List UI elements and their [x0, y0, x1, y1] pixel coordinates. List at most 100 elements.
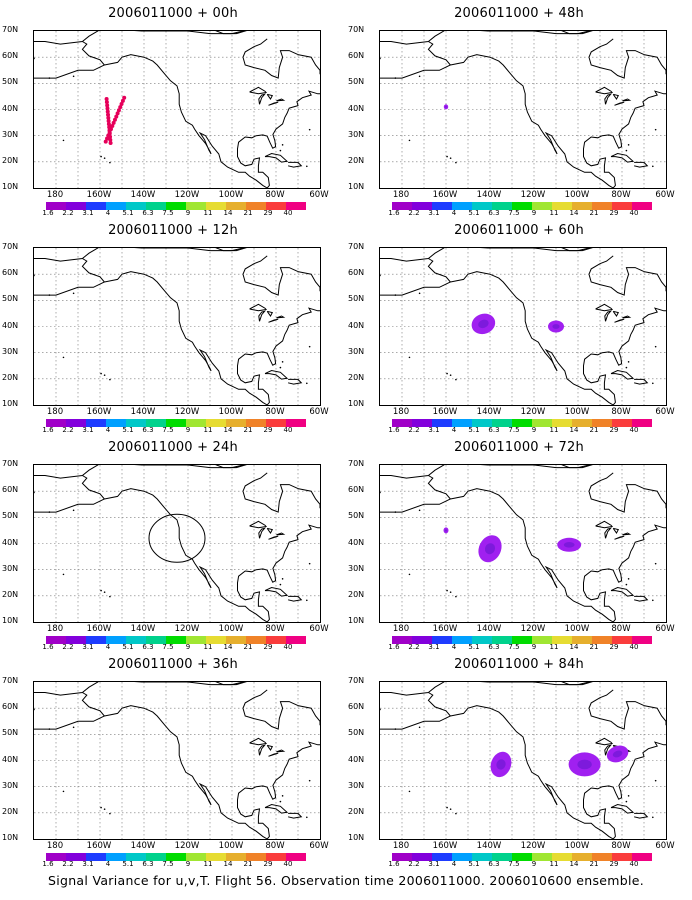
colorbar-swatch: [86, 853, 106, 861]
latitude-label: 60N: [2, 485, 19, 495]
panel-title: 2006011000 + 00h: [108, 6, 238, 21]
colorbar-swatch: [46, 419, 66, 427]
longitude-label: 120W: [520, 190, 546, 200]
latitude-label: 50N: [348, 294, 365, 304]
colorbar-label: 11: [549, 426, 559, 434]
colorbar-label: 9: [531, 643, 537, 651]
colorbar-swatch: [226, 419, 246, 427]
latitude-label: 20N: [348, 589, 365, 599]
colorbar-label: 1.6: [42, 860, 54, 868]
latitude-label: 70N: [348, 242, 365, 251]
coastlines: [34, 465, 320, 622]
colorbar-swatch: [186, 202, 206, 210]
colorbar-label: 5.1: [468, 209, 480, 217]
colorbar-swatch: [412, 636, 432, 644]
longitude-label: 100W: [218, 407, 244, 417]
longitude-label: 180: [46, 624, 64, 634]
latitude-label: 70N: [2, 676, 19, 685]
colorbar-label: 29: [609, 643, 619, 651]
longitude-label: 60W: [309, 624, 329, 634]
colorbar: [46, 636, 306, 644]
observation-point: [105, 106, 110, 111]
colorbar-swatch: [146, 853, 166, 861]
latitude-label: 70N: [2, 459, 19, 468]
colorbar-label: 3.1: [82, 860, 94, 868]
colorbar-swatch: [186, 419, 206, 427]
colorbar-swatch: [46, 202, 66, 210]
colorbar-swatch: [226, 853, 246, 861]
colorbar-swatch: [572, 202, 592, 210]
colorbar-swatch: [286, 853, 306, 861]
longitude-label: 80W: [265, 624, 285, 634]
colorbar-label: 1.6: [388, 209, 400, 217]
colorbar-swatch: [126, 419, 146, 427]
latitude-label: 60N: [2, 268, 19, 278]
colorbar-label: 4: [105, 209, 111, 217]
colorbar-swatch: [632, 202, 652, 210]
observation-point: [111, 120, 116, 125]
coastlines: [380, 682, 666, 839]
longitude-label: 100W: [564, 841, 590, 851]
colorbar-swatch: [126, 853, 146, 861]
colorbar-label: 40: [629, 860, 639, 868]
longitude-label: 80W: [265, 841, 285, 851]
panel-title: 2006011000 + 12h: [108, 223, 238, 238]
colorbar-swatch: [66, 636, 86, 644]
gridlines: [380, 465, 666, 622]
longitude-label: 100W: [564, 190, 590, 200]
map-svg: [34, 682, 320, 839]
map-area: [33, 464, 321, 623]
colorbar: [392, 419, 652, 427]
colorbar-label: 2.2: [408, 643, 420, 651]
longitude-label: 120W: [174, 841, 200, 851]
latitude-label: 30N: [348, 346, 365, 356]
colorbar-swatch: [66, 202, 86, 210]
colorbar-label: 40: [283, 860, 293, 868]
colorbar-label: 6.3: [488, 209, 500, 217]
colorbar-swatch: [492, 419, 512, 427]
colorbar-swatch: [432, 202, 452, 210]
longitude-label: 100W: [564, 407, 590, 417]
colorbar-label: 1.6: [42, 426, 54, 434]
longitude-label: 140W: [130, 190, 156, 200]
variance-blob-core: [478, 319, 489, 329]
latitude-label: 20N: [2, 806, 19, 816]
longitude-label: 140W: [476, 624, 502, 634]
colorbar-swatch: [472, 419, 492, 427]
latitude-label: 20N: [348, 155, 365, 165]
colorbar-swatch: [452, 419, 472, 427]
colorbar-swatch: [266, 853, 286, 861]
latitude-label: 50N: [2, 728, 19, 738]
colorbar-label: 4: [451, 860, 457, 868]
longitude-label: 160W: [86, 624, 112, 634]
latitude-label: 10N: [348, 833, 365, 842]
observation-point: [108, 137, 113, 142]
colorbar-swatch: [452, 853, 472, 861]
latitude-label: 40N: [348, 103, 365, 113]
variance-blob-core: [563, 542, 575, 548]
colorbar-swatch: [632, 636, 652, 644]
latitude-label: 30N: [2, 780, 19, 790]
colorbar-swatch: [532, 202, 552, 210]
colorbar-label: 1.6: [388, 643, 400, 651]
colorbar: [392, 636, 652, 644]
colorbar-swatch: [146, 636, 166, 644]
latitude-label: 40N: [2, 754, 19, 764]
colorbar-label: 3.1: [428, 426, 440, 434]
latitude-label: 10N: [348, 399, 365, 408]
colorbar-label: 6.3: [142, 860, 154, 868]
variance-blob-core: [612, 750, 623, 758]
colorbar-label: 5.1: [468, 860, 480, 868]
data-overlay: [490, 745, 629, 778]
colorbar-label: 40: [283, 426, 293, 434]
forecast-map-panel: 2006011000 + 60h 70N 60N 50N 40N 30N 20N 10N 180…: [346, 217, 692, 434]
colorbar-label: 11: [203, 860, 213, 868]
colorbar-label: 7.5: [508, 209, 520, 217]
colorbar-label: 29: [609, 209, 619, 217]
colorbar-label: 1.6: [42, 643, 54, 651]
colorbar-swatch: [552, 853, 572, 861]
latitude-label: 20N: [2, 155, 19, 165]
latitude-label: 50N: [348, 77, 365, 87]
map-svg: [34, 248, 320, 405]
colorbar-swatch: [392, 419, 412, 427]
